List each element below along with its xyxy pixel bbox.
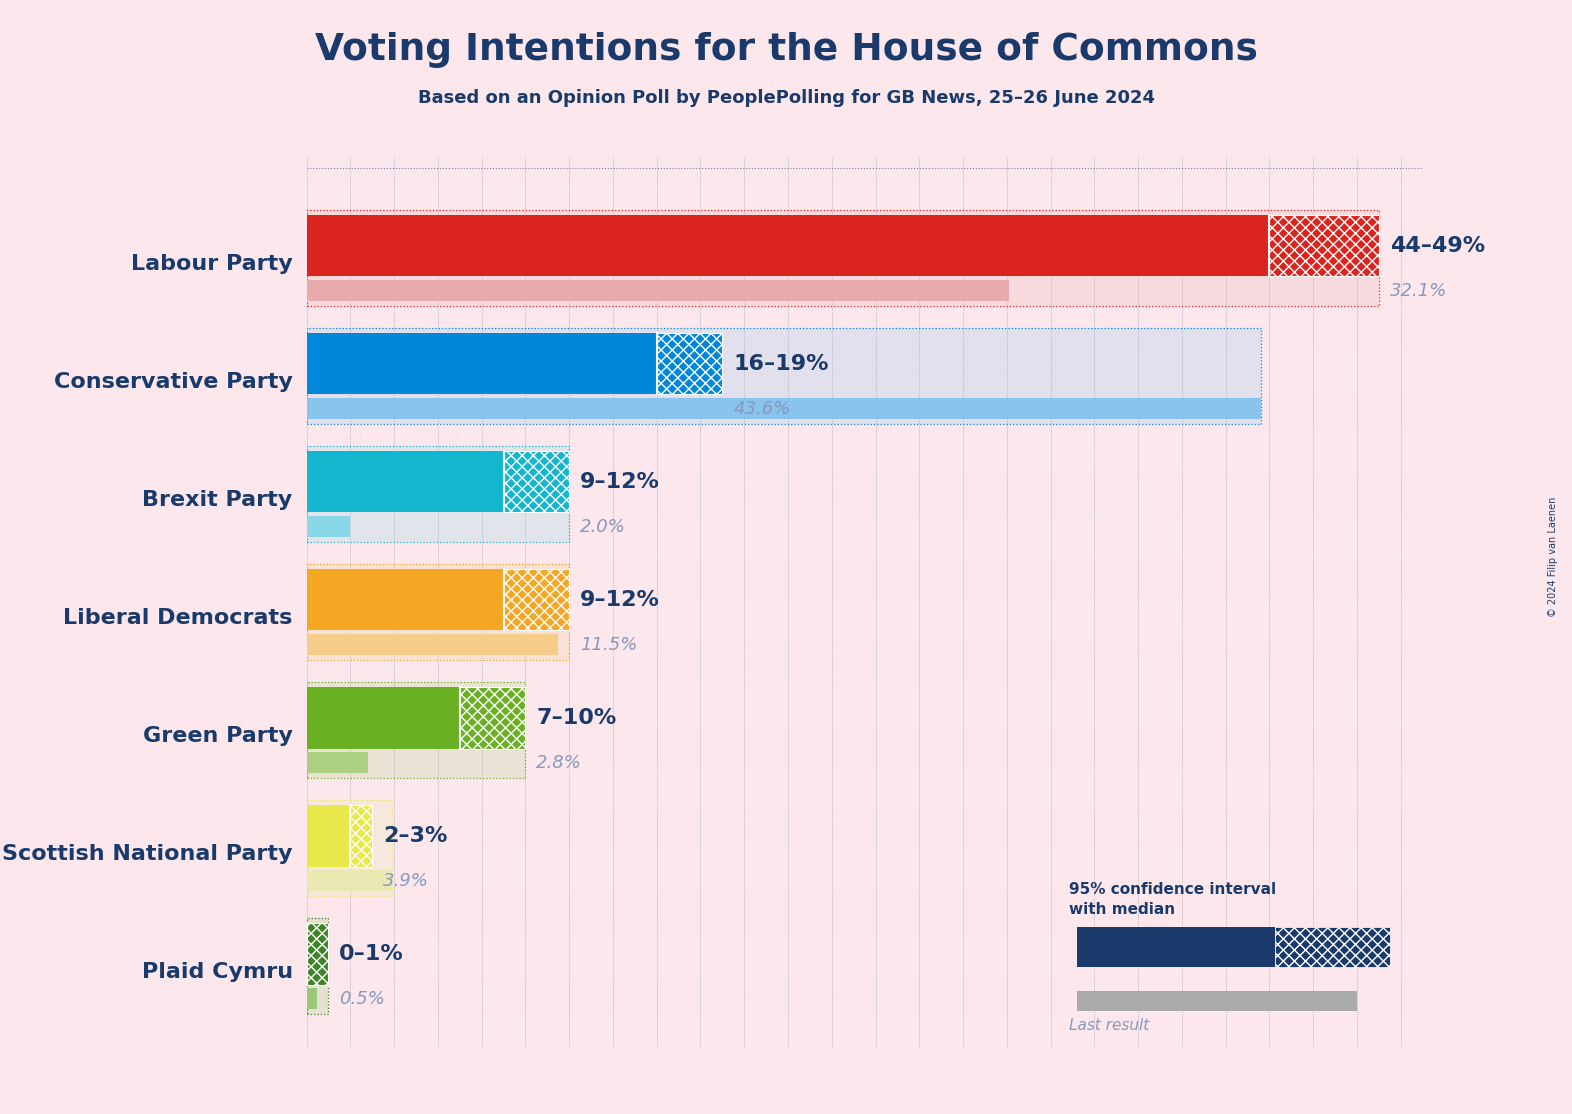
Text: 11.5%: 11.5%: [580, 636, 638, 654]
Bar: [307, 565, 569, 659]
Bar: [307, 919, 329, 1014]
Bar: [307, 215, 1270, 276]
Bar: [1275, 927, 1391, 967]
Bar: [307, 447, 569, 541]
Bar: [307, 398, 1261, 419]
Text: © 2024 Filip van Laenen: © 2024 Filip van Laenen: [1548, 497, 1558, 617]
Bar: [307, 333, 657, 394]
Bar: [307, 451, 503, 512]
Text: Last result: Last result: [1069, 1018, 1149, 1033]
Bar: [307, 801, 391, 896]
Text: Voting Intentions for the House of Commons: Voting Intentions for the House of Commo…: [314, 32, 1258, 68]
Bar: [307, 752, 368, 773]
Bar: [503, 451, 569, 512]
Text: 16–19%: 16–19%: [733, 354, 828, 373]
Bar: [307, 329, 1261, 424]
Bar: [503, 569, 569, 631]
Text: 44–49%: 44–49%: [1390, 236, 1486, 256]
Bar: [1077, 991, 1358, 1012]
Text: 32.1%: 32.1%: [1390, 282, 1448, 300]
Bar: [307, 683, 525, 778]
Text: 0–1%: 0–1%: [340, 944, 404, 964]
Text: 2–3%: 2–3%: [384, 825, 448, 846]
Bar: [459, 687, 525, 749]
Bar: [307, 683, 525, 778]
Bar: [307, 988, 318, 1009]
Bar: [307, 569, 503, 631]
Bar: [307, 516, 351, 537]
Bar: [307, 919, 329, 1014]
Bar: [657, 333, 723, 394]
Text: 7–10%: 7–10%: [536, 707, 616, 727]
Bar: [351, 805, 373, 867]
Text: 2.0%: 2.0%: [580, 518, 626, 536]
Bar: [307, 634, 558, 655]
Text: 95% confidence interval
with median: 95% confidence interval with median: [1069, 882, 1276, 917]
Text: 9–12%: 9–12%: [580, 589, 660, 609]
Bar: [307, 805, 351, 867]
Bar: [307, 329, 1261, 424]
Text: 0.5%: 0.5%: [340, 989, 385, 1008]
Bar: [307, 565, 569, 659]
Bar: [307, 924, 329, 985]
Bar: [307, 211, 1379, 306]
Bar: [307, 801, 391, 896]
Bar: [307, 280, 1009, 301]
Bar: [307, 447, 569, 541]
Text: 2.8%: 2.8%: [536, 754, 582, 772]
Text: Based on an Opinion Poll by PeoplePolling for GB News, 25–26 June 2024: Based on an Opinion Poll by PeoplePollin…: [418, 89, 1154, 107]
Text: 43.6%: 43.6%: [733, 400, 791, 418]
Text: 9–12%: 9–12%: [580, 471, 660, 491]
Text: 3.9%: 3.9%: [384, 872, 429, 890]
Bar: [1077, 927, 1275, 967]
Bar: [307, 687, 459, 749]
Bar: [307, 211, 1379, 306]
Bar: [1270, 215, 1379, 276]
Bar: [307, 870, 391, 891]
